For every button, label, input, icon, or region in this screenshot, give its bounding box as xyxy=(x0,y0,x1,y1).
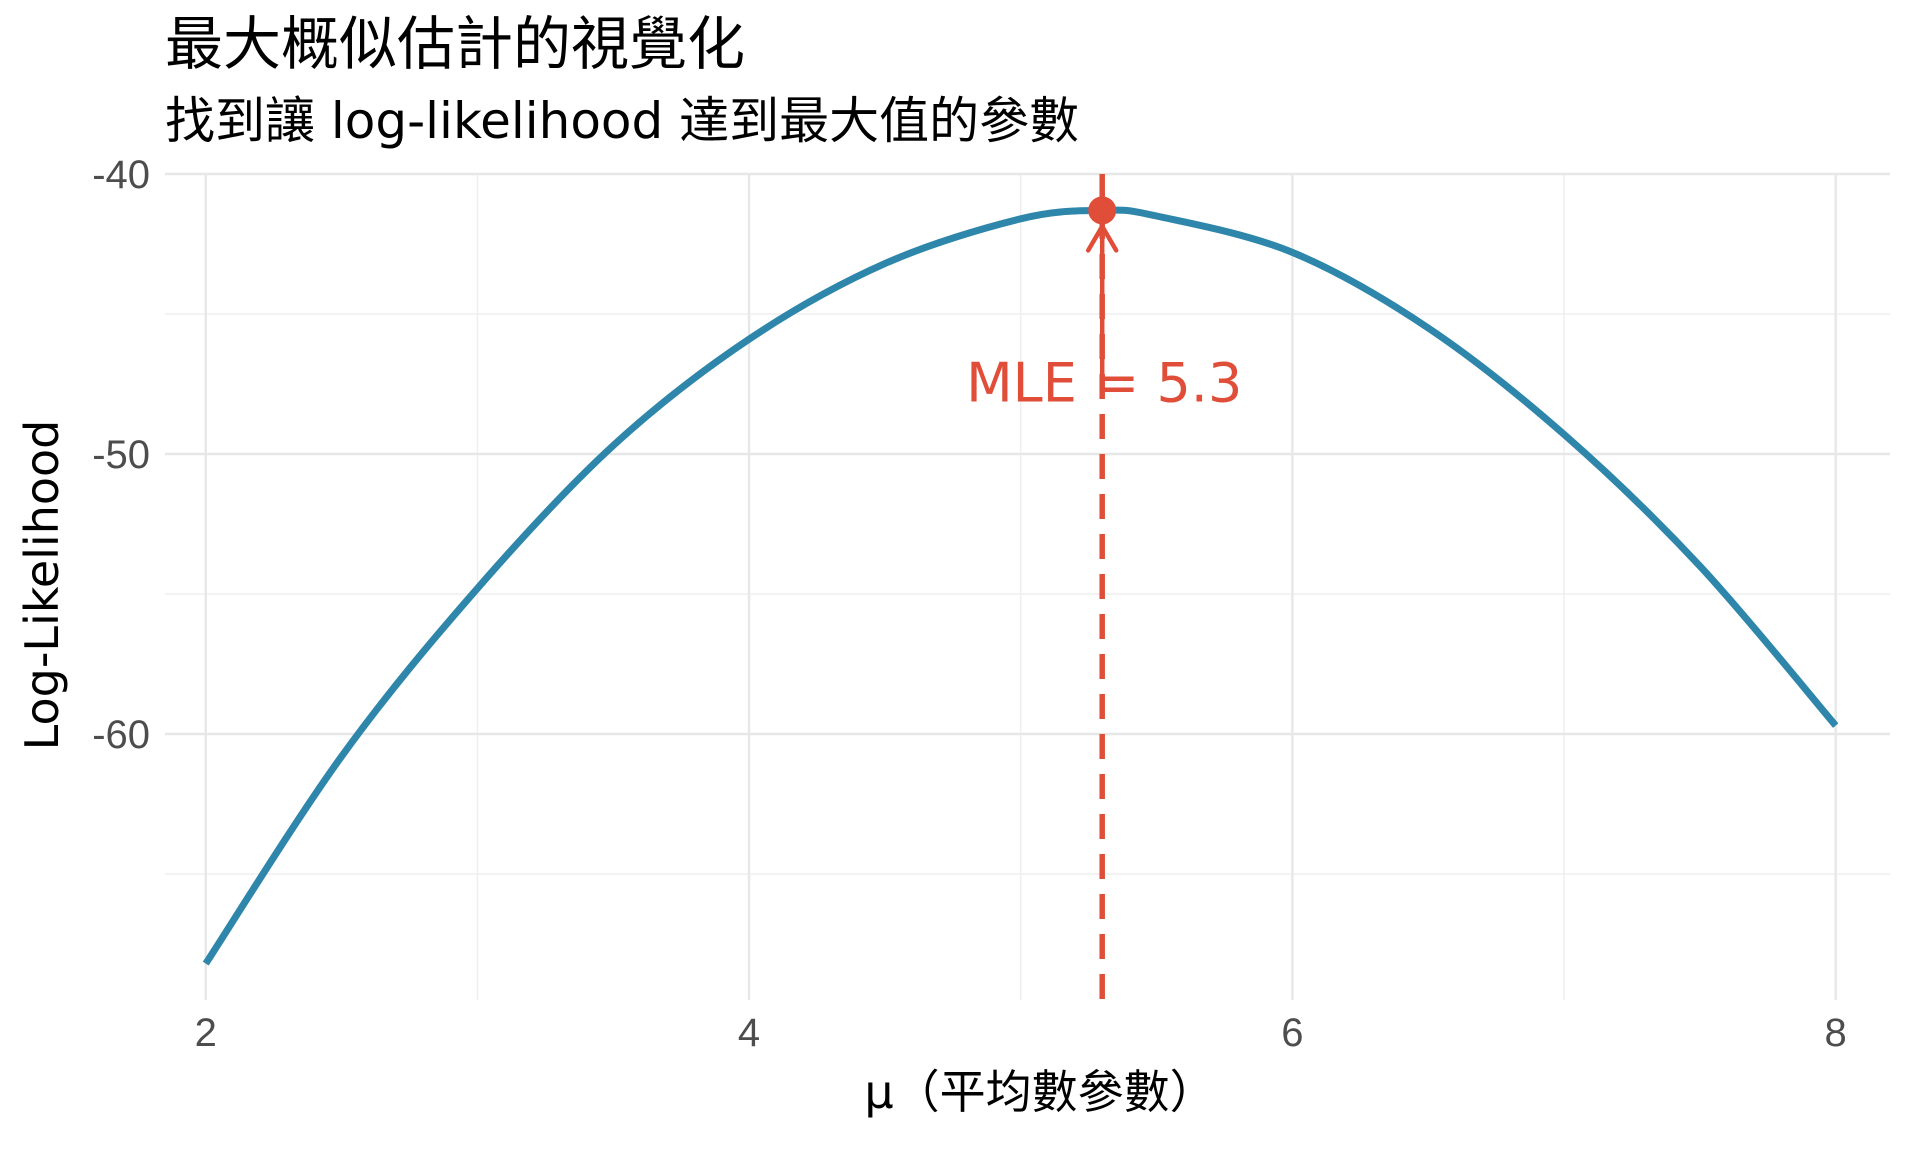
mle-annotation: MLE = 5.3 xyxy=(966,196,1242,414)
curve-series xyxy=(202,206,1839,966)
mle-label: MLE = 5.3 xyxy=(966,351,1242,414)
y-tick-label: -40 xyxy=(92,153,150,197)
x-axis-title: μ（平均數參數） xyxy=(864,1065,1215,1119)
mle-arrow-head xyxy=(1085,224,1119,253)
chart-title: 最大概似估計的視覺化 xyxy=(165,10,745,78)
grid-lines xyxy=(165,172,1890,1000)
chart-subtitle: 找到讓 log-likelihood 達到最大值的參數 xyxy=(165,92,1079,150)
y-tick-label: -50 xyxy=(92,433,150,477)
x-tick-label: 4 xyxy=(738,1011,760,1055)
x-tick-label: 6 xyxy=(1281,1011,1303,1055)
y-tick-label: -60 xyxy=(92,713,150,757)
mle-point xyxy=(1088,196,1117,225)
log-likelihood-line xyxy=(202,206,1839,966)
x-tick-label: 2 xyxy=(195,1011,217,1055)
y-axis-title: Log-Likelihood xyxy=(15,420,69,751)
x-tick-labels: 2 4 6 8 xyxy=(195,1011,1847,1055)
y-tick-labels: -40 -50 -60 xyxy=(92,153,150,757)
x-tick-label: 8 xyxy=(1825,1011,1847,1055)
